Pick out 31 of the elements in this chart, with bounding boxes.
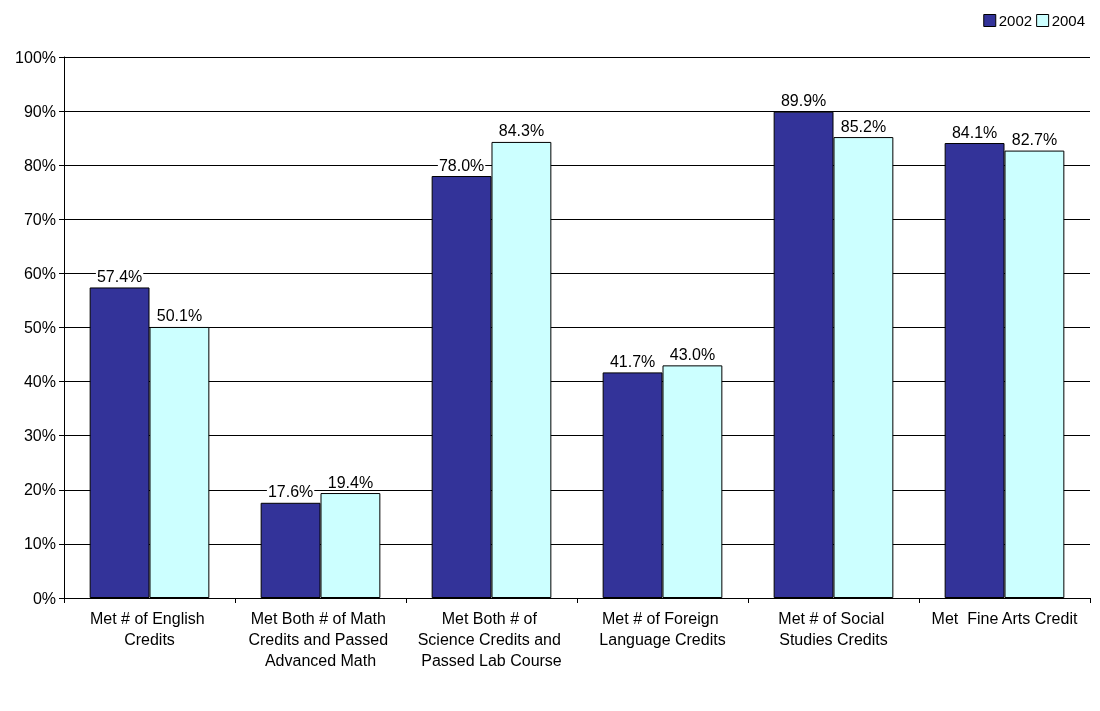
y-tick-label: 80% [23,156,56,174]
y-tick-label: 70% [23,210,56,228]
y-tick-label: 40% [23,373,56,391]
data-label: 43.0% [669,345,716,363]
data-label: 50.1% [156,307,203,325]
data-label: 84.3% [498,122,545,140]
legend-label: 2002 [998,12,1033,29]
data-label: 85.2% [840,117,887,135]
data-label: 41.7% [609,352,656,370]
x-tick-label: Met # of Foreign Language Credits [599,610,726,648]
y-tick-label: 10% [23,535,56,553]
x-tick-label: Met # of Social Studies Credits [778,610,889,648]
data-label: 89.9% [780,92,827,110]
y-tick-label: 50% [23,319,56,336]
data-label: 78.0% [438,156,485,174]
y-tick-label: 90% [23,102,56,120]
data-label: 19.4% [327,473,374,491]
x-tick-label: Met # of English Credits [89,610,210,648]
data-label: 17.6% [267,483,314,501]
data-label: 57.4% [96,267,143,285]
data-label: 82.7% [1011,131,1058,149]
x-tick-label: Met Both # of Math Credits and Passed Advanced Math [248,610,393,669]
x-tick-label: Met Both # of Science Credits and Passed Lab Course [417,610,566,669]
x-tick-label: Met Fine Arts Credit [931,610,1078,627]
y-tick-label: 20% [23,481,56,499]
y-tick-label: 30% [23,427,56,445]
data-label: 84.1% [951,123,998,141]
y-tick-label: 100% [15,48,56,66]
y-tick-label: 60% [23,264,56,282]
legend-label: 2004 [1051,12,1086,29]
y-tick-label: 0% [32,589,56,607]
